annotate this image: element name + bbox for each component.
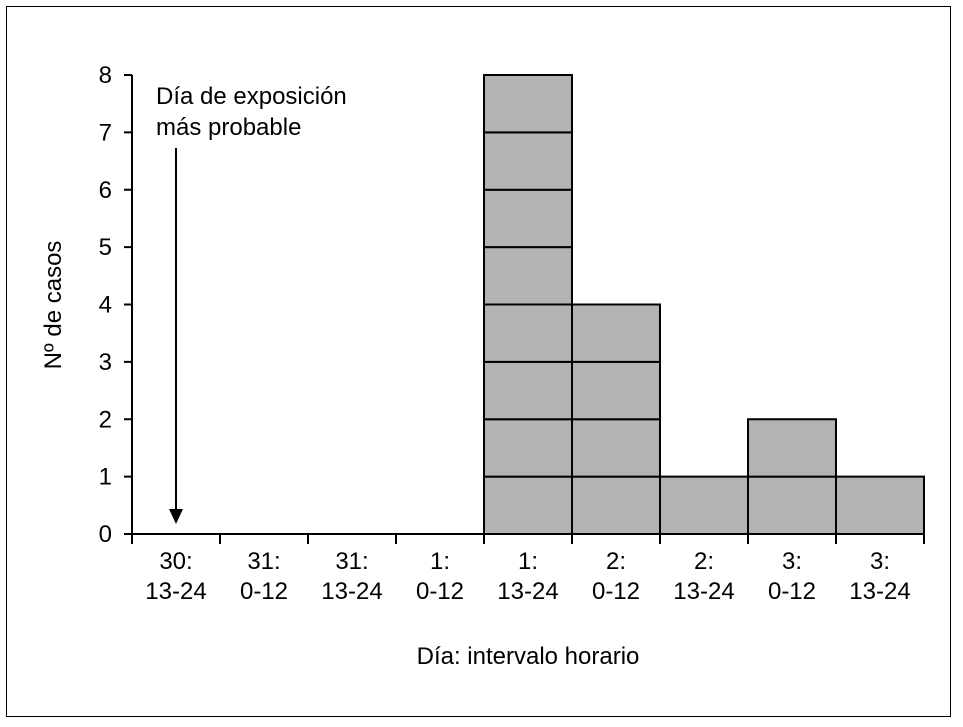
bars-group [483,74,925,535]
bar-cell [483,131,573,191]
bar-cell [483,303,573,363]
bar-cell [659,475,749,535]
exposure-annotation: Día de exposición más probable [156,83,347,524]
y-ticks-group: 0 1 2 3 4 5 6 7 8 [99,62,132,548]
bar-cell [747,475,837,535]
bar-cell [483,74,573,134]
y-axis-label: Nº de casos [40,241,67,370]
x-tick-label: 31: 0-12 [240,548,288,605]
bar-cell [571,360,661,421]
x-tick-label: 1: 13-24 [497,548,558,605]
y-tick-label: 5 [99,234,112,261]
bar-cell [483,188,573,249]
bar-cell [483,246,573,306]
x-axis-label: Día: intervalo horario [417,643,640,670]
bar-cell [835,475,925,535]
annotation-arrow-head-icon [169,509,183,524]
bar-cell [571,418,661,478]
y-tick-label: 2 [99,406,112,433]
bar-cell [483,360,573,421]
x-tick-label: 3: 13-24 [849,548,910,605]
y-tick-label: 6 [99,177,112,204]
x-tick-label: 1: 0-12 [416,548,464,605]
x-tick-label: 3: 0-12 [768,548,816,605]
chart-frame [6,6,951,717]
bar-cell [747,418,837,478]
y-tick-label: 7 [99,119,112,146]
bar-cell [571,475,661,535]
x-tick-label: 31: 13-24 [321,548,382,605]
y-tick-label: 0 [99,521,112,548]
y-tick-label: 4 [99,292,112,319]
x-tick-label: 2: 13-24 [673,548,734,605]
x-tick-label: 30: 13-24 [145,548,206,605]
x-tick-label: 2: 0-12 [592,548,640,605]
annotation-line-1: Día de exposición [156,83,347,110]
y-tick-label: 8 [99,62,112,89]
bar-cell [483,418,573,478]
bar-cell [483,475,573,535]
annotation-line-2: más probable [156,114,301,141]
y-tick-label: 3 [99,349,112,376]
x-ticks-group: 30: 13-24 31: 0-12 31: 13-24 1: 0-12 1: 13-24 2: 0-… [131,534,925,605]
bar-cell [571,303,661,363]
y-tick-label: 1 [99,464,112,491]
